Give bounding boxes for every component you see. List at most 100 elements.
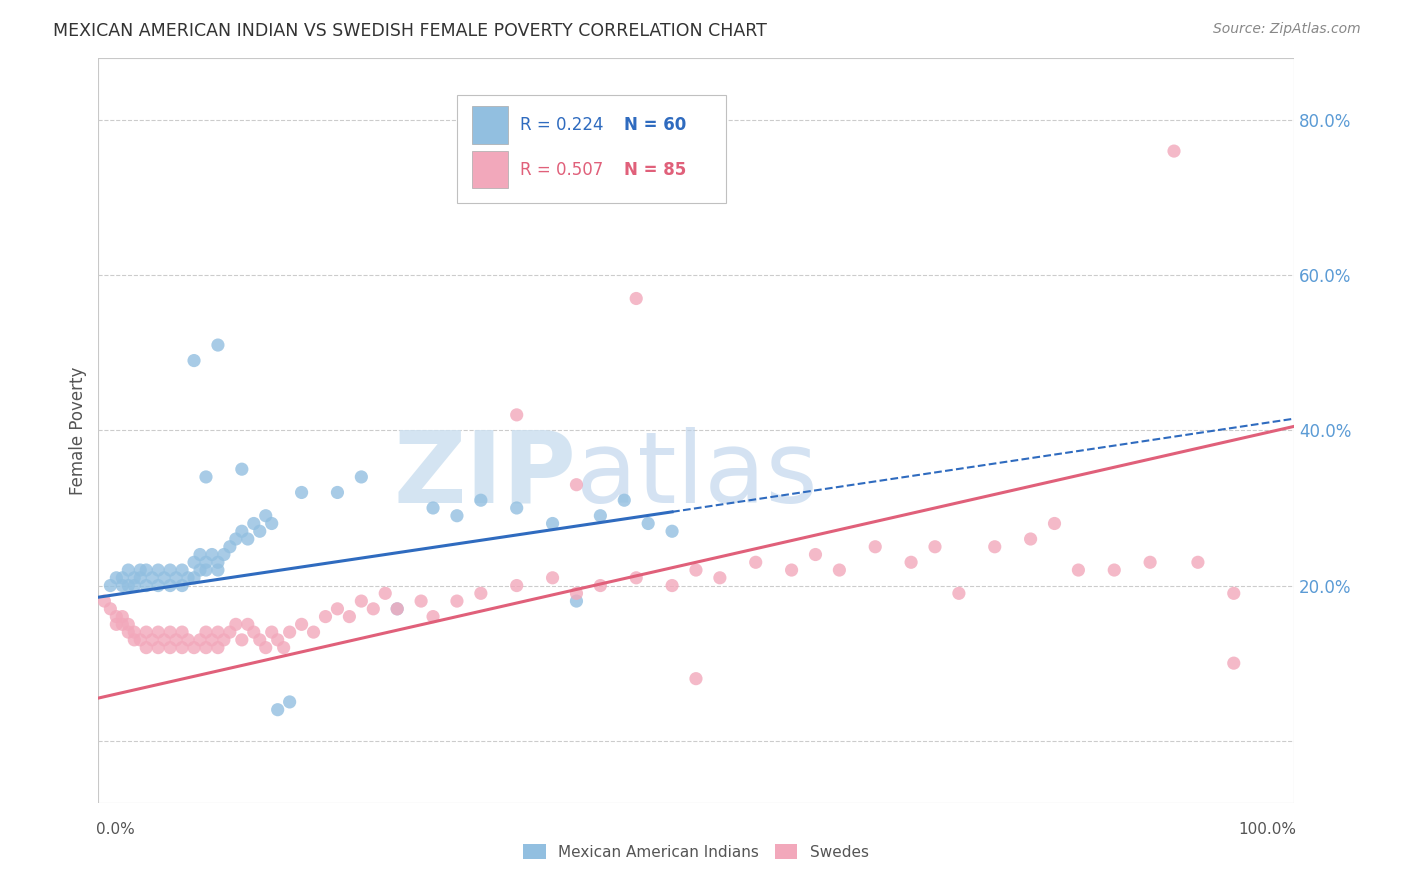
Y-axis label: Female Poverty: Female Poverty	[69, 367, 87, 494]
Point	[183, 640, 205, 655]
Point	[129, 563, 152, 577]
Point	[900, 555, 922, 569]
Point	[243, 516, 266, 531]
Point	[1019, 532, 1042, 546]
Point	[153, 571, 176, 585]
Point	[148, 625, 170, 640]
Point	[411, 594, 433, 608]
Point	[1067, 563, 1090, 577]
Point	[422, 609, 444, 624]
Point	[159, 625, 181, 640]
Point	[637, 516, 659, 531]
Text: N = 85: N = 85	[624, 161, 686, 178]
Point	[231, 632, 253, 647]
Point	[117, 578, 139, 592]
Text: R = 0.224: R = 0.224	[520, 116, 603, 134]
Point	[195, 563, 218, 577]
Point	[195, 640, 218, 655]
Point	[267, 632, 290, 647]
Point	[236, 532, 259, 546]
Point	[231, 462, 253, 476]
Point	[148, 563, 170, 577]
Point	[98, 578, 122, 592]
Point	[1043, 516, 1066, 531]
Point	[188, 632, 211, 647]
Point	[1187, 555, 1209, 569]
Point	[117, 617, 139, 632]
Point	[254, 508, 277, 523]
Point	[661, 524, 683, 539]
Point	[1223, 586, 1246, 600]
Point	[260, 625, 283, 640]
Point	[159, 578, 181, 592]
Point	[219, 540, 242, 554]
Point	[254, 640, 277, 655]
Point	[148, 578, 170, 592]
Text: 100.0%: 100.0%	[1237, 822, 1296, 838]
Point	[260, 516, 283, 531]
Point	[446, 594, 468, 608]
Point	[243, 625, 266, 640]
Point	[661, 578, 683, 592]
Point	[565, 477, 588, 491]
Point	[188, 548, 211, 562]
Point	[924, 540, 946, 554]
Point	[984, 540, 1007, 554]
Point	[165, 632, 187, 647]
Point	[278, 625, 301, 640]
Point	[177, 632, 200, 647]
Point	[326, 485, 349, 500]
Point	[111, 617, 134, 632]
Point	[613, 493, 636, 508]
Point	[506, 500, 529, 515]
Point	[212, 548, 235, 562]
Point	[105, 571, 128, 585]
Point	[225, 532, 247, 546]
Point	[207, 563, 229, 577]
Point	[207, 625, 229, 640]
Point	[326, 602, 349, 616]
Point	[111, 578, 134, 592]
Point	[470, 586, 492, 600]
Point	[374, 586, 396, 600]
Point	[172, 563, 194, 577]
Point	[828, 563, 851, 577]
Text: ZIP: ZIP	[394, 426, 576, 524]
Text: R = 0.507: R = 0.507	[520, 161, 603, 178]
Point	[249, 524, 271, 539]
Point	[1223, 656, 1246, 670]
Point	[105, 617, 128, 632]
Point	[207, 640, 229, 655]
Point	[315, 609, 337, 624]
Point	[129, 571, 152, 585]
Point	[273, 640, 295, 655]
Point	[1139, 555, 1161, 569]
Point	[804, 548, 827, 562]
Point	[183, 353, 205, 368]
Point	[141, 632, 163, 647]
Point	[249, 632, 271, 647]
Point	[188, 563, 211, 577]
Point	[1163, 144, 1185, 158]
Point	[124, 625, 146, 640]
Point	[124, 578, 146, 592]
Point	[219, 625, 242, 640]
Point	[111, 571, 134, 585]
Point	[148, 640, 170, 655]
Point	[506, 408, 529, 422]
Point	[98, 602, 122, 616]
Point	[385, 602, 409, 616]
Point	[183, 555, 205, 569]
Point	[565, 594, 588, 608]
Point	[350, 470, 373, 484]
Point	[207, 338, 229, 352]
Point	[159, 563, 181, 577]
Point	[589, 508, 612, 523]
Point	[685, 563, 707, 577]
Point	[385, 602, 409, 616]
Point	[302, 625, 325, 640]
Bar	[472, 151, 509, 188]
Point	[446, 508, 468, 523]
Point	[422, 500, 444, 515]
Text: 0.0%: 0.0%	[96, 822, 135, 838]
